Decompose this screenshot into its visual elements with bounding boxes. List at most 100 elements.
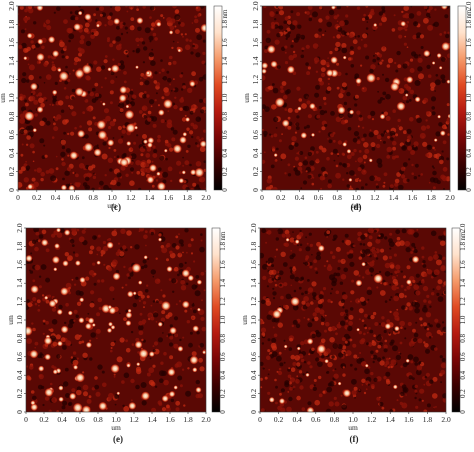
colorbar-tick-label: 1.4 — [219, 278, 227, 287]
x-tick-label: 1.8 — [183, 193, 193, 202]
y-axis-title: um — [240, 315, 249, 325]
y-tick-label: 1.2 — [249, 297, 258, 307]
colorbar-unit: nm — [459, 231, 467, 241]
x-tick-label: 0 — [24, 415, 28, 424]
x-tick-label: 0.8 — [93, 415, 103, 424]
x-tick-label: 0 — [260, 193, 264, 202]
panel-label-c: (c) — [111, 202, 121, 212]
y-tick-label: 1.2 — [7, 75, 16, 85]
y-tick-label: 1.4 — [7, 56, 16, 66]
y-tick-label: 2.0 — [251, 1, 260, 11]
y-tick-label: 1.0 — [249, 315, 258, 325]
colorbar-tick-label: 1.6 — [221, 38, 229, 47]
y-tick-label: 1.6 — [15, 260, 24, 270]
colorbar-tick-label: 0 — [219, 410, 227, 414]
y-tick-label: 0 — [15, 410, 24, 414]
colorbar-c — [213, 5, 223, 191]
colorbar-tick-label: 0.4 — [221, 148, 229, 157]
x-tick-label: 0 — [16, 193, 20, 202]
x-tick-label: 0.2 — [276, 193, 286, 202]
y-tick-label: 2.0 — [15, 223, 24, 233]
colorbar-tick-label: 1.6 — [465, 38, 473, 47]
colorbar-tick-label: 1.4 — [221, 56, 229, 65]
x-tick-label: 0.4 — [57, 415, 67, 424]
colorbar-tick-label: 0.6 — [465, 130, 473, 139]
afm-image-d — [262, 6, 450, 190]
x-tick-label: 0 — [258, 415, 262, 424]
x-tick-label: 2.0 — [445, 193, 455, 202]
colorbar-tick-label: 0.2 — [459, 389, 467, 398]
colorbar-tick-label: 0 — [465, 188, 473, 192]
y-tick-label: 0.2 — [15, 389, 24, 399]
x-tick-label: 1.4 — [386, 415, 396, 424]
colorbar-tick-label: 1.0 — [459, 315, 467, 324]
x-tick-label: 1.6 — [404, 415, 414, 424]
x-axis-title: um — [351, 201, 361, 210]
y-tick-label: 0.4 — [249, 370, 258, 380]
y-tick-label: 0 — [251, 188, 260, 192]
colorbar-tick-label: 1.0 — [221, 93, 229, 102]
y-tick-label: 0.6 — [7, 130, 16, 140]
y-tick-label: 0.6 — [251, 130, 260, 140]
x-tick-label: 2.0 — [441, 415, 451, 424]
colorbar-tick-label: 0.4 — [459, 370, 467, 379]
y-tick-label: 1.4 — [249, 278, 258, 288]
x-tick-label: 0.6 — [75, 415, 85, 424]
y-tick-label: 1.0 — [251, 93, 260, 103]
x-tick-label: 1.0 — [107, 193, 117, 202]
x-tick-label: 0.4 — [293, 415, 303, 424]
colorbar-tick-label: 1.8 — [221, 20, 229, 29]
panel-label-f: (f) — [350, 434, 359, 444]
colorbar-tick-label: 0.2 — [465, 167, 473, 176]
y-tick-label: 1.2 — [251, 75, 260, 85]
y-tick-label: 1.4 — [251, 56, 260, 66]
x-tick-label: 1.0 — [351, 193, 361, 202]
colorbar-tick-label: 0.8 — [459, 334, 467, 343]
x-tick-label: 0.2 — [32, 193, 42, 202]
x-tick-label: 1.6 — [164, 193, 174, 202]
y-tick-label: 1.8 — [15, 241, 24, 251]
colorbar-tick-label: 1.6 — [459, 260, 467, 269]
x-tick-label: 2.0 — [201, 193, 211, 202]
x-tick-label: 1.8 — [423, 415, 433, 424]
y-tick-label: 0.4 — [15, 370, 24, 380]
colorbar-tick-label: 0.8 — [219, 334, 227, 343]
y-tick-label: 0 — [249, 410, 258, 414]
x-axis-title: um — [107, 201, 117, 210]
x-tick-label: 0.8 — [330, 415, 340, 424]
y-tick-label: 0.2 — [251, 167, 260, 177]
colorbar-unit: nm — [221, 9, 229, 19]
x-tick-label: 1.6 — [408, 193, 418, 202]
colorbar-tick-label: 1.2 — [459, 297, 467, 306]
x-tick-label: 0.6 — [311, 415, 321, 424]
colorbar-tick-label: 0 — [459, 410, 467, 414]
panel-label-e: (e) — [113, 434, 123, 444]
panel-d: 0 0.2 0.4 0.6 0.8 1.0 1.2 1.4 1.6 1.8 2.0 um 0 0.2 0.4… — [242, 1, 473, 212]
colorbar-tick-label: 1.0 — [219, 315, 227, 324]
x-tick-label: 2.0 — [201, 415, 211, 424]
colorbar-tick-label: 1.2 — [221, 75, 229, 84]
colorbar-tick-label: 1.8 — [459, 242, 467, 251]
y-tick-label: 1.8 — [251, 19, 260, 29]
panel-c: 0 0.2 0.4 0.6 0.8 1.0 1.2 1.4 1.6 1.8 2.0 um 0 0.2 0.4… — [0, 1, 229, 212]
y-tick-label: 1.8 — [249, 241, 258, 251]
afm-image-c — [18, 6, 206, 190]
afm-image-f — [260, 228, 446, 412]
y-tick-label: 0.8 — [7, 111, 16, 121]
y-tick-label: 0.6 — [249, 352, 258, 362]
x-tick-label: 1.2 — [367, 415, 377, 424]
colorbar-tick-label: 0.4 — [465, 148, 473, 157]
colorbar-tick-label: 0.2 — [221, 167, 229, 176]
x-tick-label: 1.8 — [427, 193, 437, 202]
x-tick-label: 1.2 — [370, 193, 380, 202]
y-tick-label: 1.0 — [7, 93, 16, 103]
x-tick-label: 0.4 — [51, 193, 61, 202]
panel-e: 0 0.2 0.4 0.6 0.8 1.0 1.2 1.4 1.6 1.8 2.0 um 0 0.2 0.4… — [6, 223, 227, 444]
x-tick-label: 1.6 — [165, 415, 175, 424]
x-tick-label: 1.2 — [129, 415, 139, 424]
colorbar-tick-label: 0.8 — [221, 112, 229, 121]
colorbar-tick-label: 1.4 — [465, 56, 473, 65]
colorbar-tick-label: 1.2 — [219, 297, 227, 306]
